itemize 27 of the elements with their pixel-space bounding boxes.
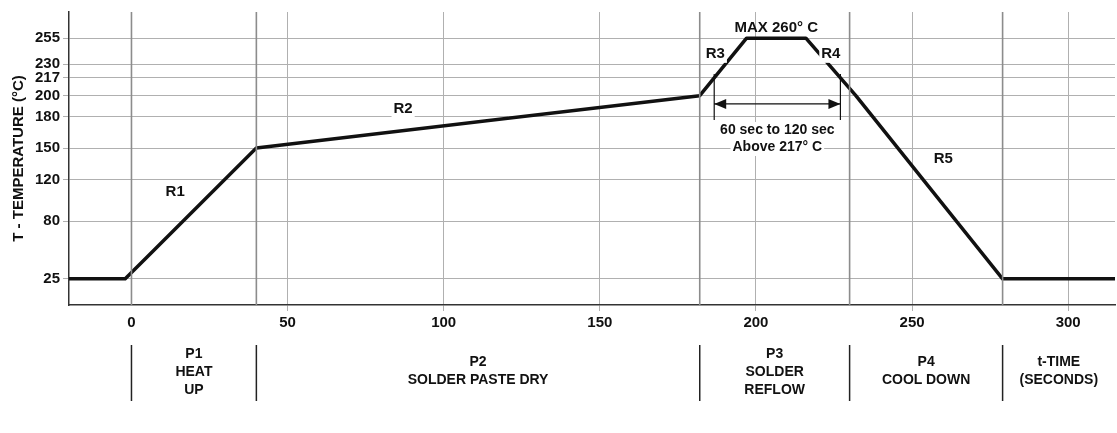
x-tick-label: 0 [127,313,136,331]
y-tick-label: 200 [35,85,61,103]
y-tick-label: 255 [35,28,61,46]
annotation: R2 [393,99,413,117]
y-axis-title: T - TEMPERATURE (°C) [9,75,27,242]
annotation: R5 [933,148,953,166]
text: P4 COOL DOWN [881,352,971,387]
x-tick-label: 150 [587,313,613,331]
x-tick-label: 100 [431,313,457,331]
y-tick-label: 150 [35,138,61,156]
x-tick-label: 300 [1055,313,1081,331]
text: P1 HEAT UP [175,344,213,397]
annotation: MAX 260° C [734,17,819,35]
y-tick-label: 180 [35,106,61,124]
annotation: R4 [821,44,842,61]
y-tick-label: 120 [35,169,61,187]
x-tick-label: 250 [899,313,925,331]
annotation: R3 [705,44,725,61]
text: P2 SOLDER PASTE DRY [407,352,550,387]
x-axis-title: t-TIME (SECONDS) [1019,352,1099,387]
text: P3 SOLDER REFLOW [744,344,806,397]
x-tick-label: 200 [743,313,769,331]
annotation: 60 sec to 120 sec Above 217° C [720,120,835,154]
annotation: R1 [165,182,185,200]
y-tick-label: 25 [43,268,61,286]
y-tick-label: 80 [43,211,61,229]
x-tick-label: 50 [279,313,296,331]
